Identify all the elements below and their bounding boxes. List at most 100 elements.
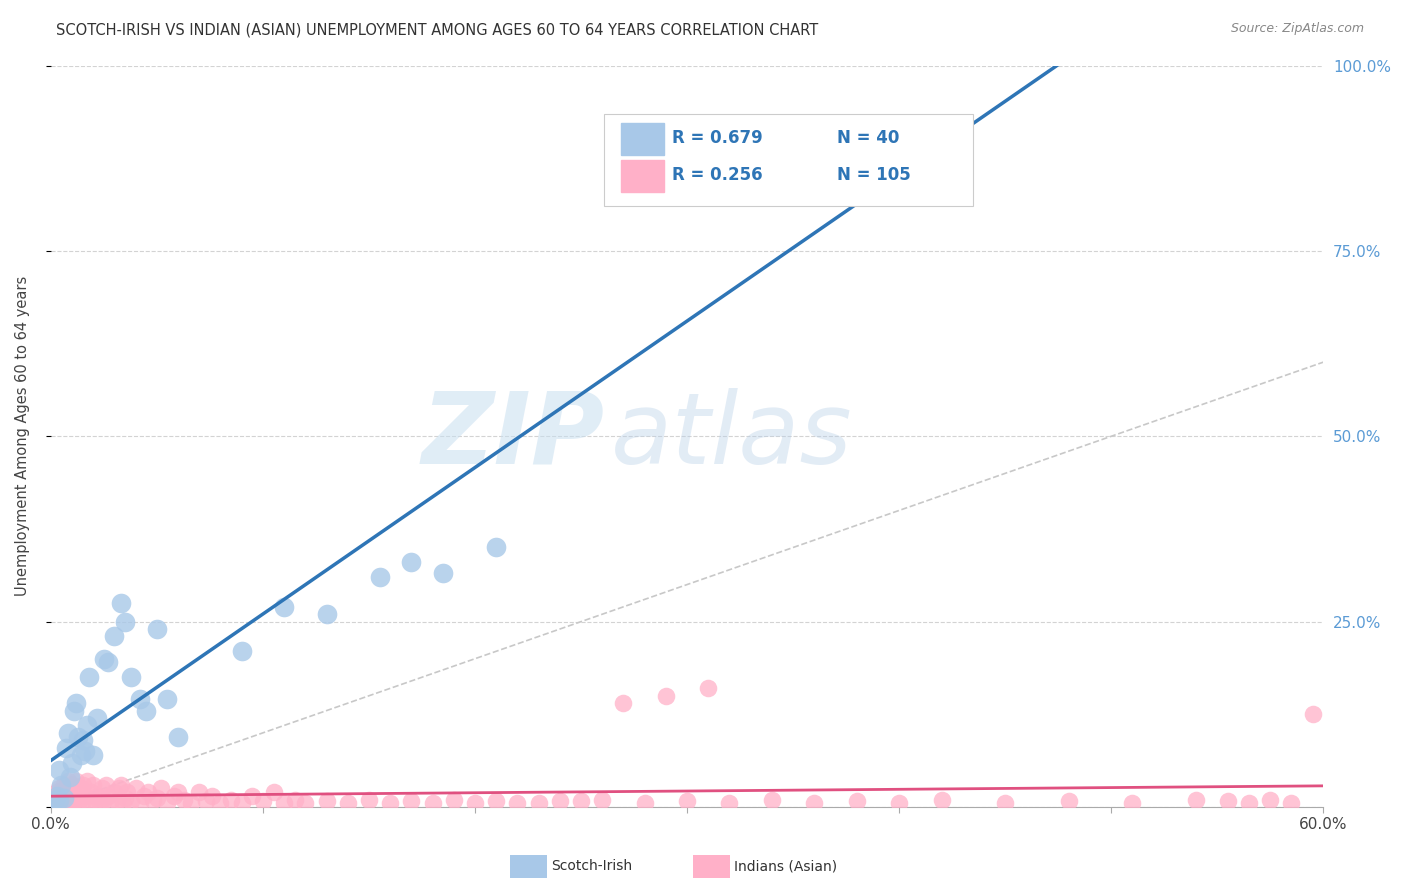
Point: [69, 781, 91, 796]
Point: [52, 778, 75, 792]
Point: [56, 726, 79, 740]
Point: [209, 797, 232, 811]
Point: [46, 785, 69, 799]
Point: [59, 770, 82, 784]
Point: [111, 797, 134, 811]
Text: atlas: atlas: [610, 388, 852, 484]
Point: [52, 791, 75, 805]
Point: [1281, 797, 1303, 811]
Point: [548, 794, 571, 808]
Point: [44, 789, 66, 803]
Point: [485, 794, 508, 808]
Point: [59, 781, 82, 796]
Point: [90, 781, 112, 796]
Point: [93, 792, 115, 806]
Point: [697, 681, 720, 696]
Point: [103, 785, 125, 799]
Point: [401, 555, 423, 569]
Point: [105, 794, 128, 808]
Point: [110, 778, 132, 792]
Point: [77, 797, 100, 811]
Point: [114, 791, 136, 805]
Point: [44, 797, 66, 811]
Point: [82, 778, 104, 792]
Point: [73, 789, 96, 803]
Point: [107, 781, 129, 796]
Text: R = 0.679: R = 0.679: [672, 129, 762, 147]
Point: [761, 792, 783, 806]
Point: [94, 778, 117, 792]
Point: [803, 797, 825, 811]
Point: [219, 792, 242, 806]
Point: [89, 797, 111, 811]
Point: [443, 792, 465, 806]
Point: [1185, 792, 1208, 806]
Point: [612, 696, 634, 710]
Point: [63, 794, 86, 808]
Point: [336, 797, 359, 811]
Point: [167, 785, 190, 799]
Point: [591, 792, 613, 806]
Point: [52, 794, 75, 808]
Point: [240, 789, 263, 803]
Point: [167, 730, 190, 744]
Point: [422, 797, 444, 811]
Point: [120, 794, 142, 808]
Point: [150, 781, 173, 796]
Point: [114, 615, 136, 629]
Point: [103, 630, 125, 644]
Point: [569, 794, 592, 808]
Point: [284, 792, 307, 806]
Point: [46, 789, 69, 803]
Point: [378, 797, 401, 811]
Point: [48, 763, 70, 777]
Text: Scotch-Irish: Scotch-Irish: [551, 859, 633, 873]
Point: [252, 794, 274, 808]
Point: [134, 789, 156, 803]
Point: [69, 748, 91, 763]
Point: [485, 541, 508, 555]
Point: [156, 797, 179, 811]
Point: [48, 792, 70, 806]
Point: [432, 566, 454, 581]
Text: N = 105: N = 105: [837, 166, 911, 185]
Point: [887, 797, 910, 811]
Point: [98, 797, 121, 811]
Point: [357, 792, 380, 806]
Point: [194, 794, 217, 808]
Point: [72, 778, 94, 792]
Point: [845, 794, 868, 808]
Point: [931, 792, 953, 806]
Point: [401, 794, 423, 808]
Text: ZIP: ZIP: [422, 388, 605, 484]
Point: [129, 692, 152, 706]
Point: [718, 797, 741, 811]
Point: [527, 797, 550, 811]
Text: SCOTCH-IRISH VS INDIAN (ASIAN) UNEMPLOYMENT AMONG AGES 60 TO 64 YEARS CORRELATIO: SCOTCH-IRISH VS INDIAN (ASIAN) UNEMPLOYM…: [56, 22, 818, 37]
Point: [60, 792, 83, 806]
Point: [59, 797, 82, 811]
Point: [1057, 794, 1080, 808]
Point: [56, 791, 79, 805]
Point: [464, 797, 486, 811]
Point: [46, 792, 69, 806]
Point: [173, 792, 195, 806]
Point: [60, 778, 83, 792]
Point: [97, 656, 120, 670]
Point: [76, 774, 98, 789]
Point: [56, 774, 79, 789]
Point: [51, 785, 73, 799]
Point: [77, 670, 100, 684]
Point: [718, 133, 741, 147]
Point: [201, 789, 224, 803]
Point: [506, 797, 529, 811]
Point: [80, 785, 103, 799]
Text: Source: ZipAtlas.com: Source: ZipAtlas.com: [1230, 22, 1364, 36]
Point: [156, 692, 179, 706]
Point: [231, 797, 253, 811]
Point: [129, 797, 152, 811]
Point: [60, 756, 83, 770]
Point: [65, 774, 87, 789]
Text: N = 40: N = 40: [837, 129, 900, 147]
Point: [142, 792, 165, 806]
